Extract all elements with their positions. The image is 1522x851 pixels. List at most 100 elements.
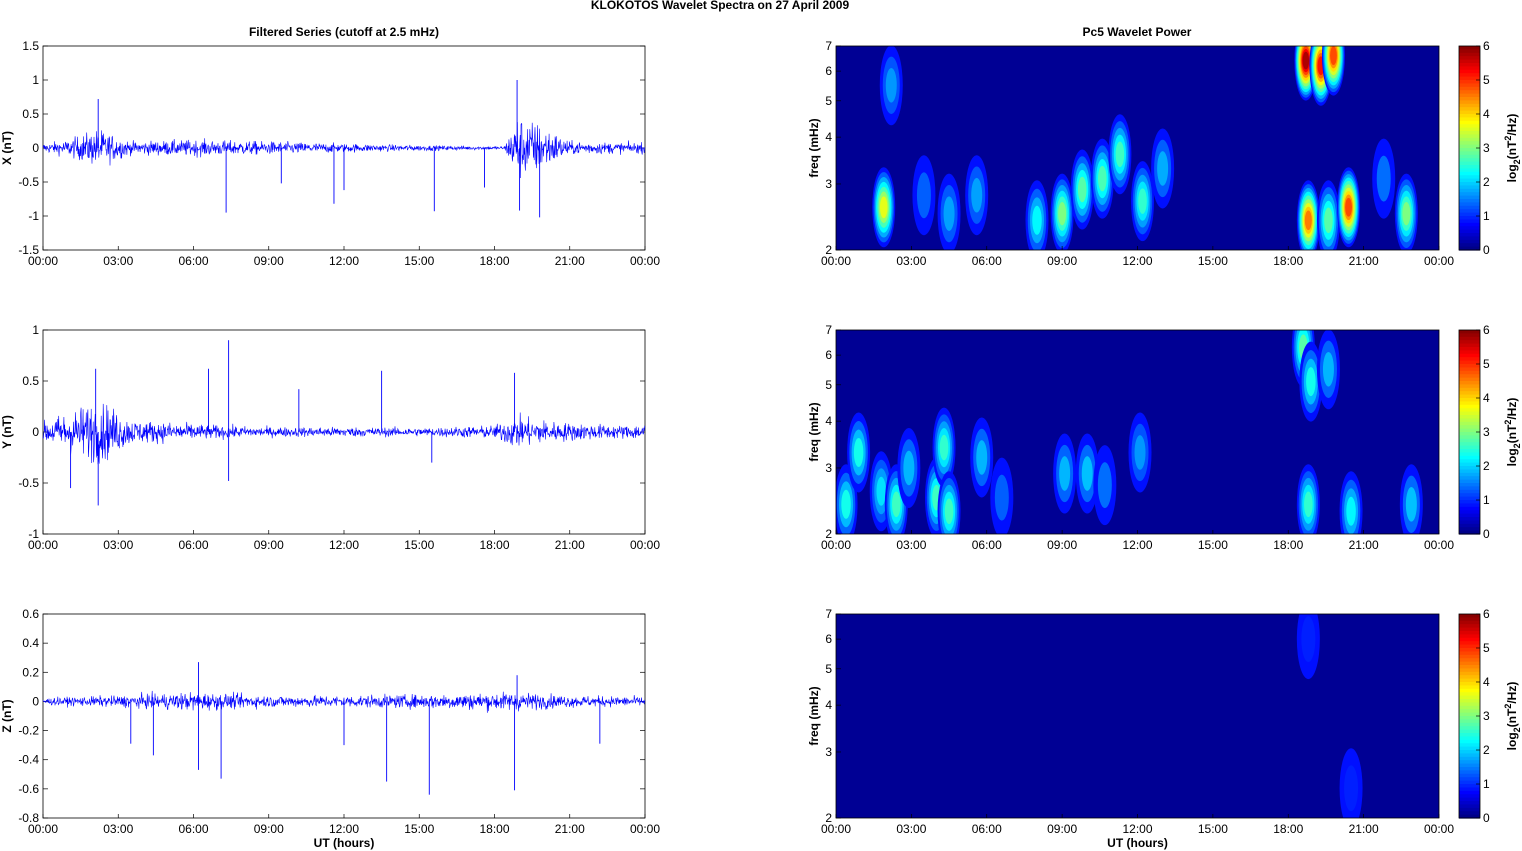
colorbar-band [1459,205,1480,210]
wavelet-power-blob [1345,197,1352,217]
x-tick-label: 00:00 [1424,822,1454,836]
heatmap-background-z [836,614,1439,818]
colorbar-band [1459,168,1480,173]
colorbar-band [1459,777,1480,782]
colorbar-band [1459,46,1480,50]
colorbar-band [1459,131,1480,135]
colorbar-label-part: log [1505,164,1519,182]
colorbar-band [1459,644,1480,649]
colorbar-band [1459,671,1480,676]
colorbar-band [1459,530,1480,535]
wavelet-power-blob [1344,765,1359,812]
colorbar-band [1459,243,1480,248]
x-tick-label: 15:00 [404,254,434,268]
colorbar-band [1459,222,1480,227]
colorbar-band [1459,634,1480,639]
y-tick-label: 0 [32,694,39,708]
x-tick-label: 09:00 [1047,254,1077,268]
wavelet-power-blob [1115,141,1125,168]
colorbar-band [1459,404,1480,409]
colorbar-band [1459,780,1480,785]
wavelet-power-blob [1304,210,1312,231]
colorbar-band [1459,712,1480,717]
colorbar-label-part: 2 [1512,727,1522,732]
wavelet-power-blob [1306,367,1316,397]
colorbar-band [1459,110,1480,115]
colorbar-band [1459,794,1480,799]
y-tick-label: 0 [32,141,39,155]
colorbar-label-part: /Hz) [1505,114,1519,136]
colorbar-band [1459,384,1480,389]
colorbar-band [1459,158,1480,163]
x-tick-label: 03:00 [103,254,133,268]
colorbar-band [1459,614,1480,618]
colorbar-band [1459,702,1480,707]
wavelet-power-blob [1402,201,1411,226]
colorbar-label-part: (nT [1505,708,1519,727]
colorbar-band [1459,814,1480,819]
colorbar-band [1459,188,1480,193]
x-tick-label: 00:00 [1424,254,1454,268]
colorbar-band [1459,182,1480,186]
colorbar-band [1459,364,1480,368]
wavelet-power-blob [939,434,949,461]
wavelet-power-blob [1077,176,1087,203]
colorbar-band [1459,756,1480,761]
freq-tick-label: 3 [825,461,832,475]
y-tick-label: -0.5 [18,476,39,490]
colorbar-band [1459,452,1480,457]
colorbar-band [1459,435,1480,440]
colorbar-band [1459,699,1480,703]
colorbar-band [1459,462,1480,467]
colorbar-band [1459,154,1480,159]
colorbar-band [1459,418,1480,423]
colorbar-band [1459,743,1480,748]
colorbar-band [1459,73,1480,78]
colorbar-band [1459,631,1480,635]
colorbar-band [1459,503,1480,508]
right-column-title: Pc5 Wavelet Power [1083,25,1192,39]
colorbar-tick-label: 1 [1483,209,1490,223]
colorbar-band [1459,787,1480,792]
colorbar-tick-label: 3 [1483,709,1490,723]
freq-tick-label: 3 [825,177,832,191]
x-tick-label: 18:00 [479,822,509,836]
x-tick-label: 03:00 [103,822,133,836]
colorbar-band [1459,438,1480,443]
colorbar-band [1459,66,1480,71]
wavelet-power-blob [944,498,954,525]
x-tick-label: 21:00 [555,538,585,552]
freq-tick-label: 2 [825,527,832,541]
x-tick-label: 06:00 [178,254,208,268]
y-tick-label: 1 [32,323,39,337]
colorbar-band [1459,114,1480,118]
x-tick-label: 18:00 [1273,822,1303,836]
x-tick-label: 00:00 [630,254,660,268]
colorbar-band [1459,219,1480,224]
colorbar-band [1459,665,1480,669]
colorbar-band [1459,134,1480,139]
x-tick-label: 09:00 [254,538,284,552]
colorbar-band [1459,784,1480,788]
colorbar-band [1459,459,1480,464]
colorbar-band [1459,239,1480,244]
y-tick-label: -0.5 [18,175,39,189]
colorbar-band [1459,746,1480,751]
x-tick-label: 00:00 [821,822,851,836]
wavelet-power-blob [1138,188,1147,214]
freq-tick-label: 6 [825,348,832,362]
colorbar-band [1459,90,1480,95]
wavelet-power-blob [1346,496,1356,526]
x-tick-label: 00:00 [630,822,660,836]
freq-tick-label: 2 [825,811,832,825]
colorbar-band [1459,624,1480,629]
freq-tick-label: 5 [825,662,832,676]
colorbar-band [1459,661,1480,666]
colorbar-band [1459,523,1480,528]
left-column-title: Filtered Series (cutoff at 2.5 mHz) [249,25,439,39]
colorbar-band [1459,408,1480,413]
wavelet-power-blob [971,177,983,213]
colorbar-band [1459,178,1480,183]
colorbar-band [1459,336,1480,341]
